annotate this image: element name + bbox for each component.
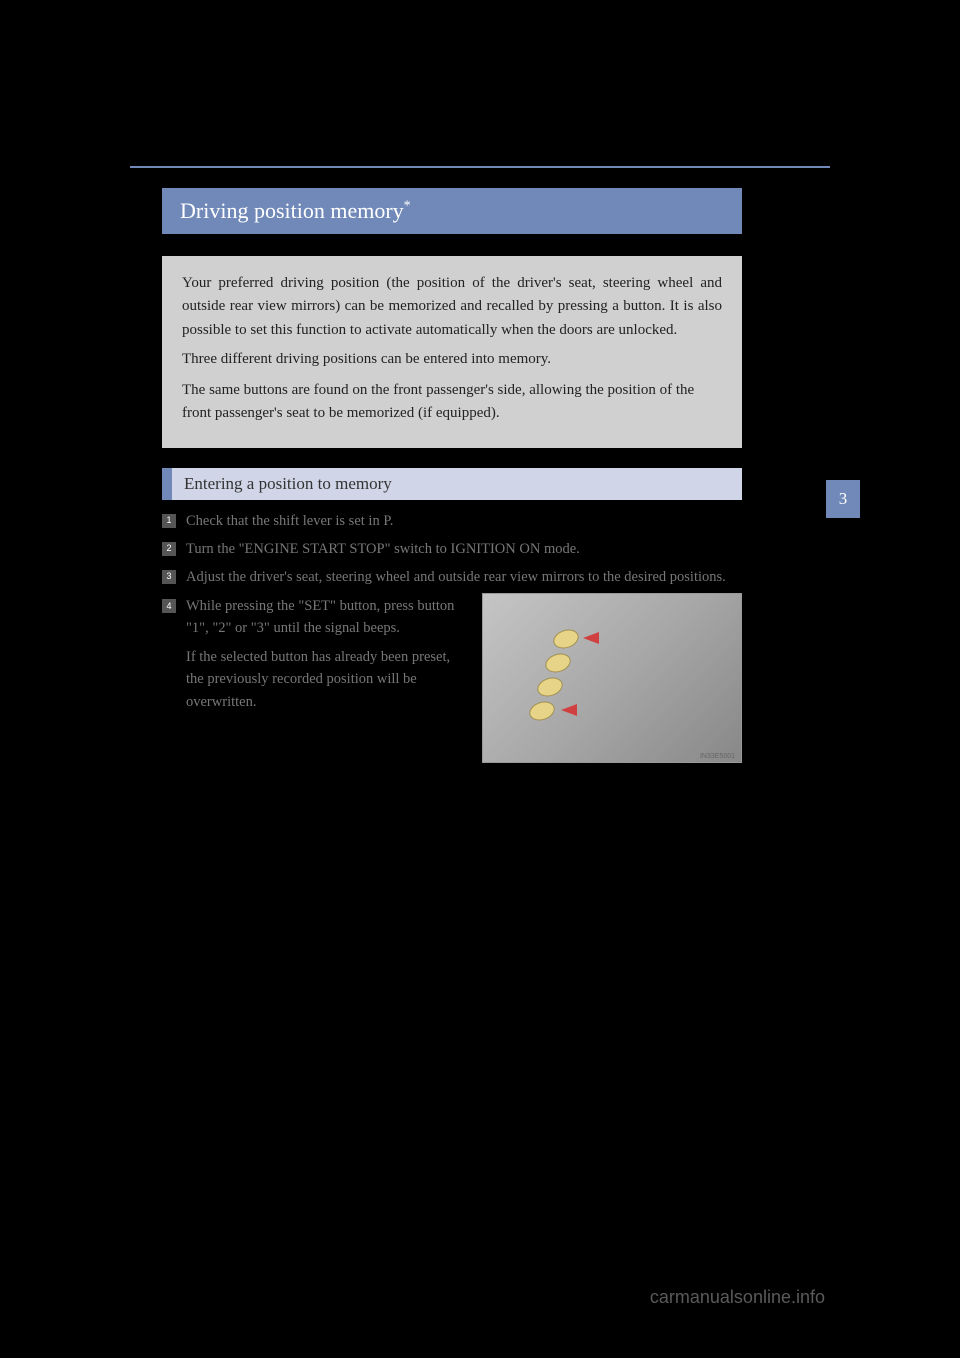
subsection-title: Entering a position to memory [162, 468, 742, 500]
step-3: 3 Adjust the driver's seat, steering whe… [162, 566, 742, 588]
intro-paragraph-2: Three different driving positions can be… [182, 348, 722, 371]
step-number-icon: 3 [162, 570, 176, 584]
section-title-text: Driving position memory [180, 198, 404, 223]
side-tab-number: 3 [839, 489, 848, 509]
watermark: carmanualsonline.info [650, 1287, 825, 1308]
step-number-icon: 1 [162, 514, 176, 528]
step-4-row: 4 While pressing the "SET" button, press… [162, 595, 742, 763]
step-number-icon: 2 [162, 542, 176, 556]
step-1: 1 Check that the shift lever is set in P… [162, 510, 742, 532]
step-2: 2 Turn the "ENGINE START STOP" switch to… [162, 538, 742, 560]
section-title-sup: * [404, 199, 411, 214]
step-2-text: Turn the "ENGINE START STOP" switch to I… [186, 538, 742, 560]
arrow-icon [561, 704, 577, 716]
arrow-icon [583, 632, 599, 644]
chapter-side-tab: 3 [826, 480, 860, 518]
diagram-button-set [527, 698, 557, 723]
step-list: 1 Check that the shift lever is set in P… [162, 510, 742, 589]
step-4-left: 4 While pressing the "SET" button, press… [162, 595, 482, 763]
diagram-button-3 [535, 674, 565, 699]
section-title: Driving position memory* [162, 188, 742, 234]
step-3-text: Adjust the driver's seat, steering wheel… [186, 566, 742, 588]
intro-paragraph-1: Your preferred driving position (the pos… [182, 272, 722, 342]
diagram-button-2 [543, 650, 573, 675]
memory-button-diagram: IN33E5001 [482, 593, 742, 763]
page-content: Driving position memory* Your preferred … [130, 166, 830, 763]
subsection-title-text: Entering a position to memory [184, 474, 392, 493]
header-divider [130, 166, 830, 168]
step-4-text-a: While pressing the "SET" button, press b… [186, 598, 454, 636]
step-number-icon: 4 [162, 599, 176, 613]
diagram-button-1 [551, 626, 581, 651]
step-4-text: While pressing the "SET" button, press b… [186, 595, 470, 713]
diagram-label: IN33E5001 [700, 753, 735, 760]
step-1-text: Check that the shift lever is set in P. [186, 510, 742, 532]
step-4-text-b: If the selected button has already been … [186, 649, 450, 710]
intro-box: Your preferred driving position (the pos… [162, 256, 742, 448]
intro-paragraph-3: The same buttons are found on the front … [182, 379, 722, 426]
